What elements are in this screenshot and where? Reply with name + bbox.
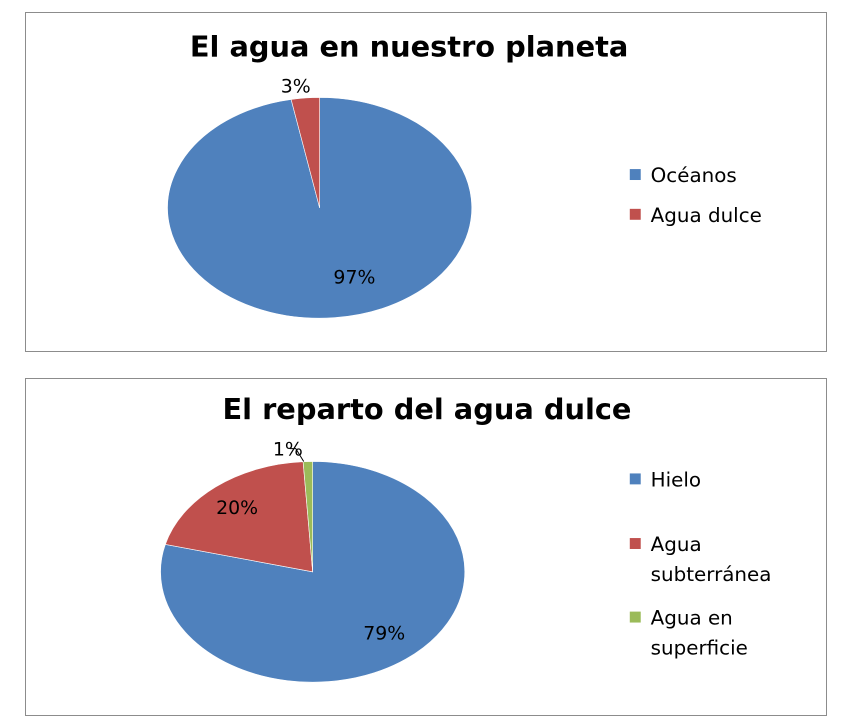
legend-swatch-oceanos xyxy=(629,169,641,181)
legend-swatch-agua-en-superficie xyxy=(629,611,641,623)
legend-swatch-agua-subterranea xyxy=(629,538,641,549)
pie-slice-hielo xyxy=(160,461,466,683)
data-label-hielo: 79% xyxy=(363,622,405,644)
legend-label-hielo: Hielo xyxy=(651,468,701,491)
pie-chart-water-planet: El agua en nuestro planeta 97% 3% Océanos Ag… xyxy=(167,30,762,319)
chart-title: El reparto del agua dulce xyxy=(223,392,632,426)
legend-label-oceanos: Océanos xyxy=(651,164,737,187)
pie-slice-agua-dulce xyxy=(290,97,320,208)
legend-swatch-agua-dulce xyxy=(629,208,641,220)
data-label-oceanos: 97% xyxy=(333,266,375,288)
pie-slice-agua-en-superficie xyxy=(302,461,313,572)
legend-label-agua-subterranea: Agua subterránea xyxy=(651,533,772,586)
pie-chart-freshwater-distribution: El reparto del agua dulce 79% 20% 1% Hielo Ag… xyxy=(160,392,772,683)
legend-swatch-hielo xyxy=(629,473,641,485)
leader-line xyxy=(289,448,305,462)
data-label-agua-subterranea: 20% xyxy=(216,497,258,519)
chart-panel-freshwater-distribution: El reparto del agua dulce 79% 20% 1% Hielo Ag… xyxy=(25,378,827,716)
chart-title: El agua en nuestro planeta xyxy=(190,30,628,64)
data-label-agua-dulce: 3% xyxy=(281,76,311,98)
chart-panel-water-planet: El agua en nuestro planeta 97% 3% Océanos Ag… xyxy=(25,12,827,352)
legend-label-agua-dulce: Agua dulce xyxy=(651,204,762,227)
data-label-agua-en-superficie: 1% xyxy=(273,439,303,461)
pie-slice-agua-subterranea xyxy=(164,461,314,573)
legend-label-agua-en-superficie: Agua en superficie xyxy=(651,607,748,660)
